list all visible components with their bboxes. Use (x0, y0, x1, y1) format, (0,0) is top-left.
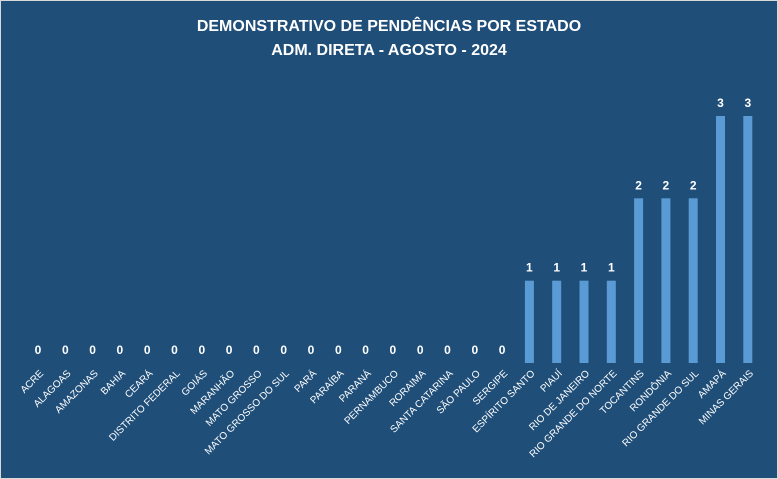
data-label-24: 2 (690, 178, 697, 192)
bar-25 (716, 116, 725, 363)
data-label-6: 0 (198, 343, 205, 357)
data-label-3: 0 (117, 343, 124, 357)
data-label-5: 0 (171, 343, 178, 357)
bar-18 (524, 280, 534, 363)
data-label-0: 0 (35, 343, 42, 357)
data-label-15: 0 (444, 343, 451, 357)
data-label-23: 2 (663, 178, 670, 192)
data-label-10: 0 (308, 343, 315, 357)
bar-24 (688, 198, 698, 363)
data-label-20: 1 (581, 261, 588, 275)
data-label-21: 1 (608, 261, 615, 275)
data-label-1: 0 (62, 343, 69, 357)
data-label-17: 0 (499, 343, 506, 357)
data-label-2: 0 (89, 343, 96, 357)
bar-19 (552, 280, 562, 363)
bar-20 (579, 280, 589, 363)
data-label-7: 0 (226, 343, 233, 357)
bar-26 (743, 116, 753, 363)
data-label-11: 0 (335, 343, 342, 357)
data-label-4: 0 (144, 343, 151, 357)
data-label-18: 1 (526, 261, 533, 275)
data-label-25: 3 (717, 96, 724, 110)
data-labels-group: 0 0 0 0 0 0 0 0 0 0 0 0 0 0 0 0 0 0 1 1 1 1 2 2 2 3 3 (35, 96, 752, 357)
bars-group (524, 116, 753, 363)
data-label-8: 0 (253, 343, 260, 357)
bar-22 (634, 198, 644, 363)
data-label-22: 2 (635, 178, 642, 192)
data-label-19: 1 (553, 261, 560, 275)
data-label-16: 0 (471, 343, 478, 357)
chart-title: DEMONSTRATIVO DE PENDÊNCIAS POR ESTADO (197, 16, 581, 35)
x-tick-label-19: PIAUÍ (537, 367, 565, 395)
data-label-9: 0 (280, 343, 287, 357)
bar-23 (661, 198, 671, 363)
chart-subtitle: ADM. DIRETA - AGOSTO - 2024 (271, 42, 507, 59)
data-label-14: 0 (417, 343, 424, 357)
data-label-12: 0 (362, 343, 369, 357)
bar-21 (606, 280, 616, 363)
data-label-13: 0 (390, 343, 397, 357)
data-label-26: 3 (744, 96, 751, 110)
